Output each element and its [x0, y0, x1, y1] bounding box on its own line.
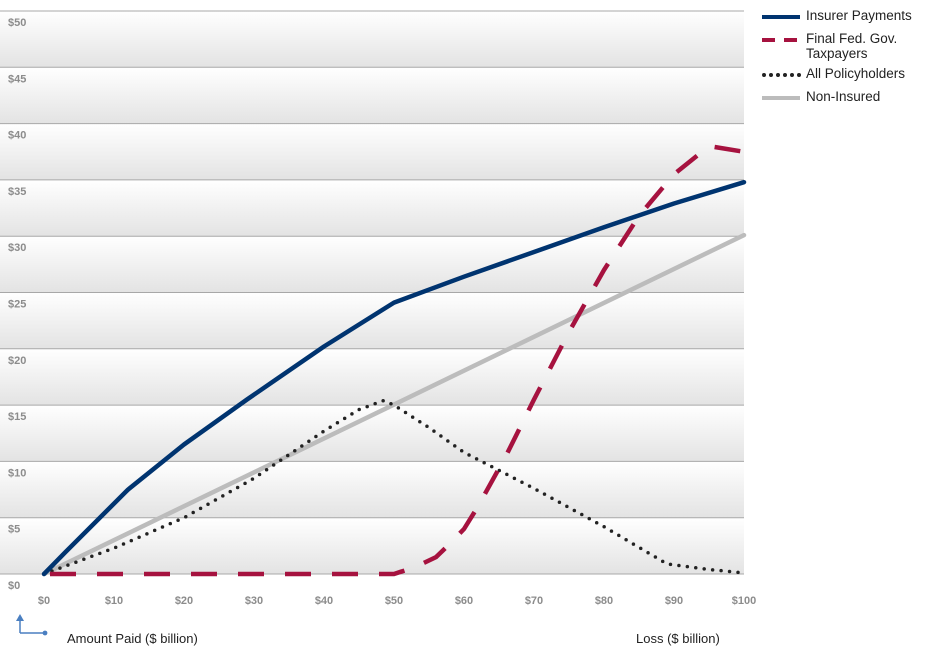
plot-band: [0, 123, 744, 180]
x-tick-label: $0: [38, 595, 50, 607]
legend-item-insurer[interactable]: Insurer Payments: [762, 8, 922, 30]
y-tick-label: $0: [8, 580, 20, 592]
y-tick-label: $25: [8, 299, 26, 311]
x-tick-label: $20: [175, 595, 193, 607]
plot-band: [0, 67, 744, 124]
y-tick-label: $45: [8, 73, 26, 85]
legend-swatch-policyholders: [762, 73, 802, 77]
legend-label-policyholders: All Policyholders: [806, 66, 906, 81]
y-axis-ticks: $0 $5 $10 $15 $20 $25 $30 $35 $40 $45 $50: [8, 17, 26, 592]
y-axis-title: Amount Paid ($ billion): [67, 631, 198, 646]
x-tick-label: $10: [105, 595, 123, 607]
series-line-0: [41, 179, 747, 577]
plot-band: [0, 11, 744, 68]
gridlines: [0, 10, 744, 575]
legend-label-insurer: Insurer Payments: [806, 8, 912, 23]
x-tick-label: $60: [455, 595, 473, 607]
plot-band: [0, 348, 744, 406]
legend-label-noninsured: Non-Insured: [806, 89, 881, 104]
y-tick-label: $10: [8, 467, 26, 479]
y-tick-label: $5: [8, 524, 20, 536]
x-axis-ticks: $0 $10 $20 $30 $40 $50 $60 $70 $80 $90 $100: [38, 595, 756, 607]
series-layer: [41, 143, 747, 577]
x-tick-label: $50: [385, 595, 403, 607]
legend-swatch-noninsured: [762, 96, 800, 100]
plot-band: [0, 517, 744, 574]
legend-item-federal[interactable]: Final Fed. Gov. Taxpayers: [762, 31, 922, 65]
legend-item-noninsured[interactable]: Non-Insured: [762, 89, 922, 111]
legend-label-federal: Final Fed. Gov. Taxpayers: [806, 31, 898, 61]
y-tick-label: $15: [8, 411, 26, 423]
legend-swatch-insurer: [762, 15, 800, 19]
series-line-2: [42, 398, 746, 576]
plot-background: [0, 11, 744, 574]
x-tick-label: $70: [525, 595, 543, 607]
series-line-3: [41, 232, 747, 577]
x-axis-title: Loss ($ billion): [636, 631, 720, 646]
plot-band: [0, 292, 744, 349]
plot-band: [0, 236, 744, 293]
legend: Insurer Payments Final Fed. Gov. Taxpaye…: [762, 8, 922, 112]
y-tick-label: $20: [8, 355, 26, 367]
legend-item-policyholders[interactable]: All Policyholders: [762, 66, 922, 88]
x-tick-label: $90: [665, 595, 683, 607]
y-tick-label: $35: [8, 186, 26, 198]
y-tick-label: $40: [8, 130, 26, 142]
series-line-1: [44, 143, 745, 577]
plot-band: [0, 461, 744, 518]
x-tick-label: $100: [732, 595, 756, 607]
x-tick-label: $80: [595, 595, 613, 607]
plot-band: [0, 179, 744, 237]
legend-swatch-federal: [762, 38, 800, 42]
x-tick-label: $30: [245, 595, 263, 607]
y-tick-label: $50: [8, 17, 26, 29]
x-tick-label: $40: [315, 595, 333, 607]
axis-corner-icon: [16, 614, 48, 636]
y-tick-label: $30: [8, 242, 26, 254]
